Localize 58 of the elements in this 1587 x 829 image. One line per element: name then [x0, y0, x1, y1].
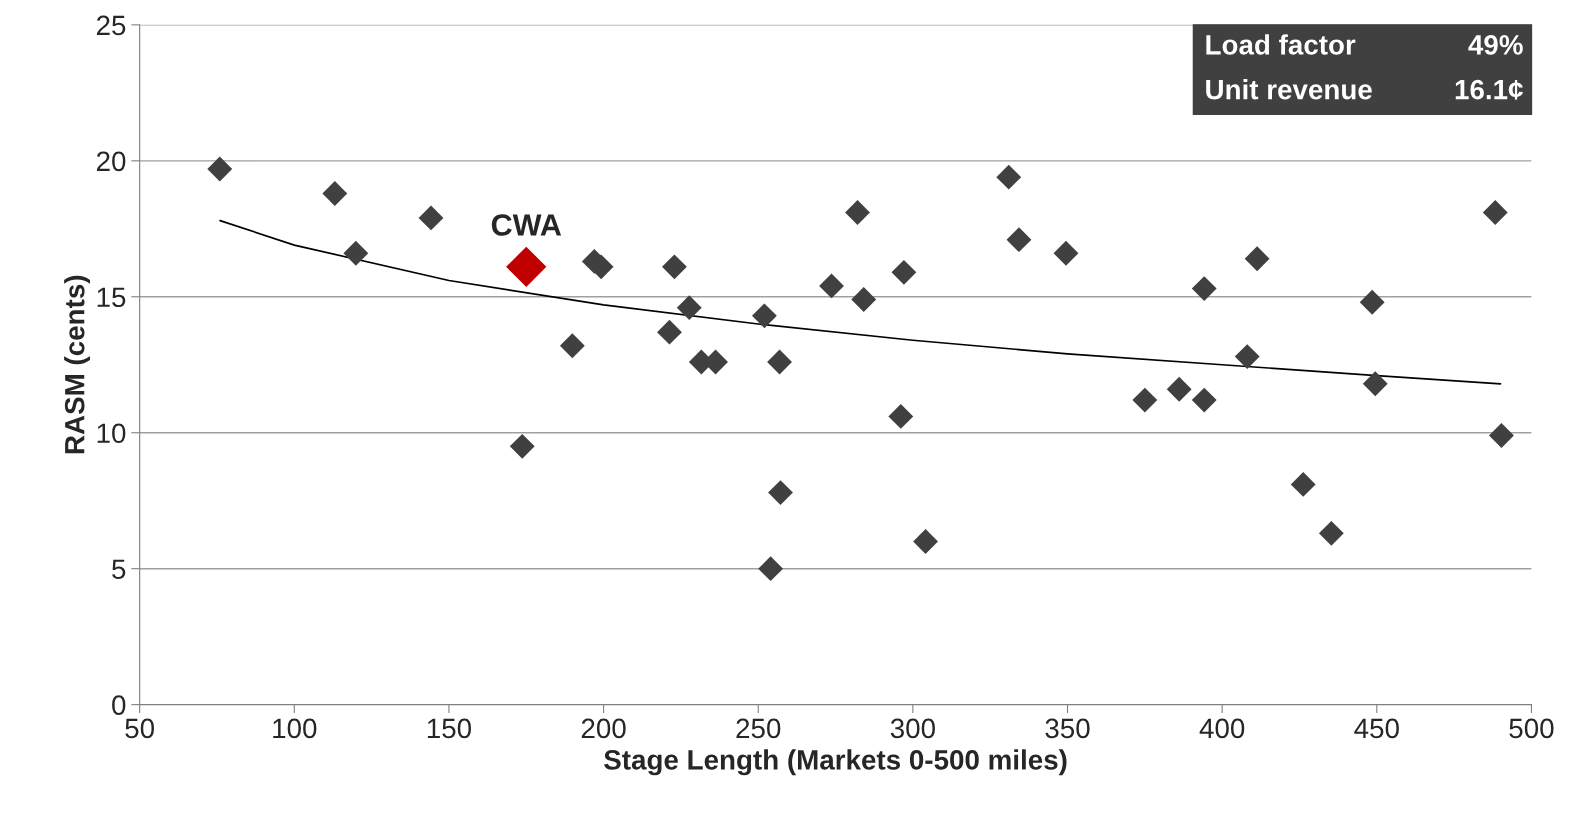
x-tick-label: 50 — [125, 718, 155, 739]
point — [418, 205, 444, 231]
point — [322, 181, 348, 206]
x-tick-label: 200 — [581, 718, 626, 739]
point — [1053, 240, 1079, 266]
point — [676, 295, 702, 321]
annotation: 49% — [1468, 35, 1523, 55]
point — [559, 333, 585, 359]
y-tick-label: 0 — [112, 695, 126, 715]
annotation: CWA — [491, 214, 562, 236]
point — [758, 556, 784, 582]
point — [207, 156, 233, 182]
x-tick-label: 250 — [736, 718, 781, 739]
y-tick-label: 5 — [112, 559, 126, 580]
point — [657, 319, 682, 345]
y-tick-label: 25 — [96, 15, 126, 36]
annotation: Unit revenue — [1206, 79, 1372, 100]
annotation: 16.1¢ — [1455, 79, 1523, 100]
point — [913, 529, 938, 554]
point — [1166, 376, 1192, 402]
point — [506, 246, 547, 287]
point — [845, 200, 870, 225]
point — [1006, 227, 1032, 253]
point — [1132, 387, 1158, 413]
point — [1290, 471, 1316, 497]
point — [1191, 387, 1217, 413]
point — [996, 164, 1022, 190]
x-tick-label: 100 — [273, 718, 317, 739]
x-tick-label: 500 — [1509, 718, 1554, 739]
x-tick-label: 150 — [427, 718, 472, 739]
point — [888, 404, 914, 429]
x-axis-title: Stage Length (Markets 0-500 miles) — [604, 749, 1067, 776]
point — [509, 433, 535, 459]
point — [661, 254, 687, 280]
point — [343, 240, 369, 266]
point — [1482, 200, 1508, 225]
annotation: Load factor — [1206, 34, 1356, 55]
point — [851, 287, 877, 312]
point — [767, 349, 792, 375]
point — [819, 273, 844, 299]
point — [1244, 246, 1270, 272]
point — [768, 480, 793, 505]
point — [1489, 423, 1514, 448]
y-axis-title: RASM (cents) — [64, 275, 91, 454]
x-tick-label: 300 — [890, 718, 935, 739]
point — [1234, 344, 1260, 370]
x-tick-label: 350 — [1045, 718, 1090, 739]
y-tick-label: 20 — [96, 151, 126, 172]
x-tick-label: 400 — [1199, 718, 1245, 739]
point — [1359, 289, 1385, 315]
y-tick-label: 10 — [97, 423, 126, 444]
y-tick-label: 15 — [97, 287, 126, 308]
x-tick-label: 450 — [1354, 718, 1399, 739]
point — [752, 303, 777, 329]
point — [1362, 371, 1388, 397]
point — [1318, 520, 1344, 546]
point — [1191, 276, 1217, 302]
point — [891, 259, 917, 285]
